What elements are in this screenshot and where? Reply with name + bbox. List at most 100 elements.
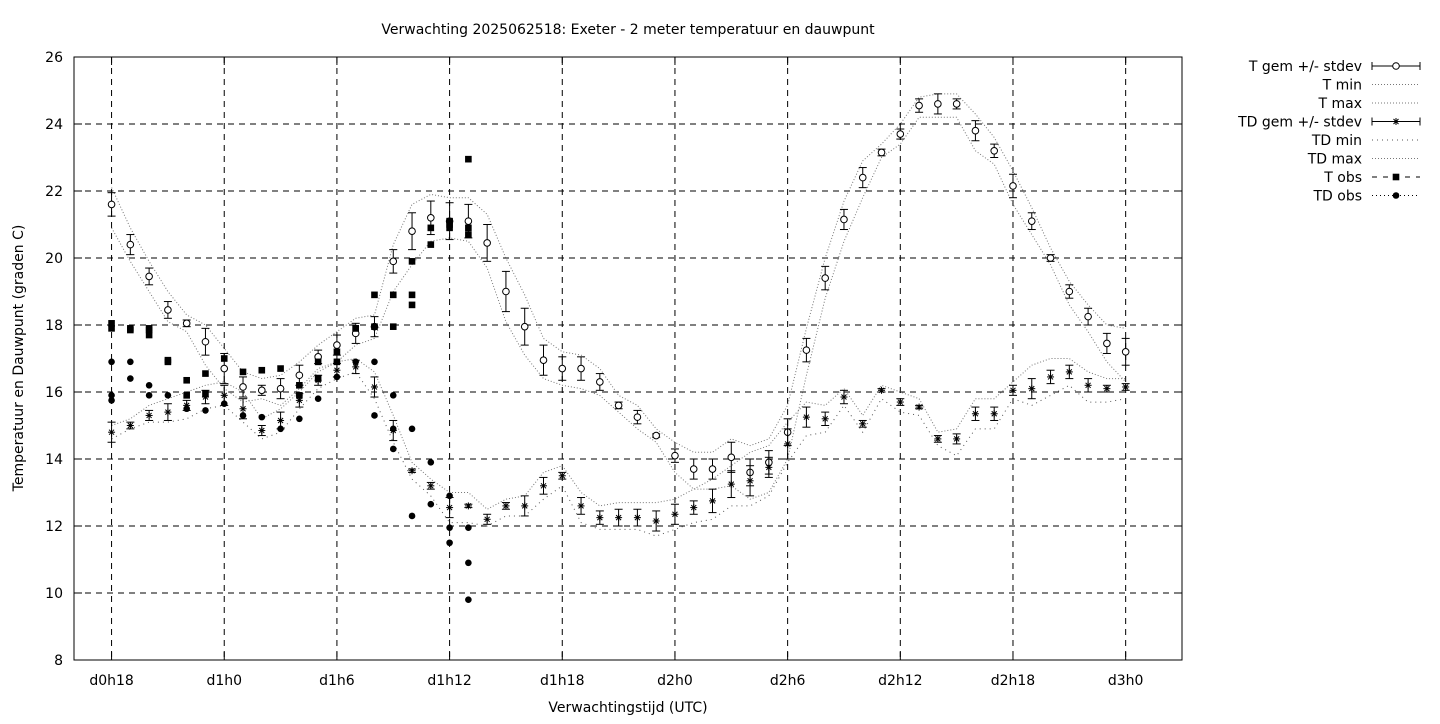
y-tick-label: 14 [45,452,63,468]
star-stroke [859,420,866,427]
star-stroke [446,504,453,511]
t-mean-point [464,217,473,225]
t-mean-point [389,257,398,266]
y-axis-label: Temperatuur en Dauwpunt (graden C) [11,225,27,493]
t-mean-point [877,148,886,157]
t-mean-point [1084,312,1092,321]
legend-marker [1392,62,1400,70]
td-mean-point [821,415,829,423]
td-mean-point [784,440,792,448]
td-mean-point [1122,383,1130,391]
legend-marker [1392,173,1400,181]
star-stroke [747,477,753,484]
t-mean-point [633,413,642,421]
td-mean-point [727,480,735,488]
t-obs-point [333,348,341,356]
star-stroke [1010,387,1016,394]
t-mean-point [708,465,717,473]
t-mean-point [652,431,660,440]
star-stroke [409,467,415,474]
td-mean-point [840,393,848,401]
t-mean-point [520,322,529,331]
star-stroke [334,367,340,374]
t-mean-point [502,287,510,296]
td-obs-point [465,559,472,567]
td-obs-point [127,375,134,382]
td-mean-point [1028,385,1036,393]
td-obs-point [333,373,341,381]
star-stroke [897,399,904,405]
td-mean-point [427,482,435,490]
x-tick-label: d2h12 [878,673,922,689]
t-obs-point [145,325,153,332]
y-tick-label: 20 [45,251,63,267]
x-tick-label: d2h6 [770,673,806,689]
star-stroke [878,387,885,394]
t-obs-point [427,241,435,248]
td-obs-point [164,392,172,399]
td-mean-point [633,514,641,522]
legend-marker [1392,192,1400,199]
td-obs-point [465,596,472,603]
x-tick-label: d2h0 [657,673,693,689]
td-mean-point [521,502,529,510]
td-mean-point [108,428,116,436]
y-tick-label: 10 [45,586,63,602]
td-obs-point [145,382,153,389]
td-obs-point [108,397,115,404]
star-stroke [258,427,265,434]
td-mean-point [1047,373,1055,381]
t-mean-point [220,364,229,373]
td-mean-point [145,411,153,419]
t-obs-point [408,258,416,265]
star-stroke [935,436,941,442]
t-obs-point [408,291,416,299]
star-stroke [784,441,791,447]
td-mean-point [615,514,623,522]
td-obs-point [296,415,303,423]
star-stroke [953,436,960,442]
star-stroke [352,364,359,370]
y-tick-label: 8 [54,653,63,669]
t-mean-point [558,364,567,373]
t-obs-point [446,224,453,232]
t-obs-point [108,325,115,332]
t-mean-point [727,453,736,462]
t-mean-point [896,130,905,138]
star-stroke [521,503,528,509]
legend-label: T min [1322,78,1362,94]
td-obs-point [202,407,209,414]
td-mean-point [577,502,585,510]
t-min-line [111,116,1127,500]
star-stroke [221,392,228,399]
star-stroke [916,404,922,410]
star-stroke [991,410,998,417]
td-mean-point [539,482,547,490]
chart-title: Verwachting 2025062518: Exeter - 2 meter… [381,22,875,38]
t-mean-point [840,215,848,224]
td-mean-point [971,410,979,418]
t-mean-point [689,465,698,473]
td-obs-point [427,459,435,466]
t-obs-point [145,331,153,339]
td-obs-point [465,524,472,531]
legend-label: TD min [1311,133,1362,149]
legend-label: T gem +/- stdev [1248,59,1362,75]
td-obs-point [371,412,378,419]
y-tick-label: 16 [45,385,63,401]
star-stroke [127,422,134,429]
t-mean-point [164,306,172,314]
t-obs-point [371,291,378,299]
td-obs-point [389,425,397,433]
star-stroke [465,503,472,509]
t-obs-point [296,382,303,389]
td-mean-point [953,435,961,443]
td-obs-point [352,358,359,366]
star-stroke [578,503,584,509]
td-mean-point [709,497,717,505]
x-tick-label: d1h6 [319,673,355,689]
y-tick-label: 12 [45,519,63,535]
star-stroke [427,482,434,489]
td-obs-point [183,405,190,413]
